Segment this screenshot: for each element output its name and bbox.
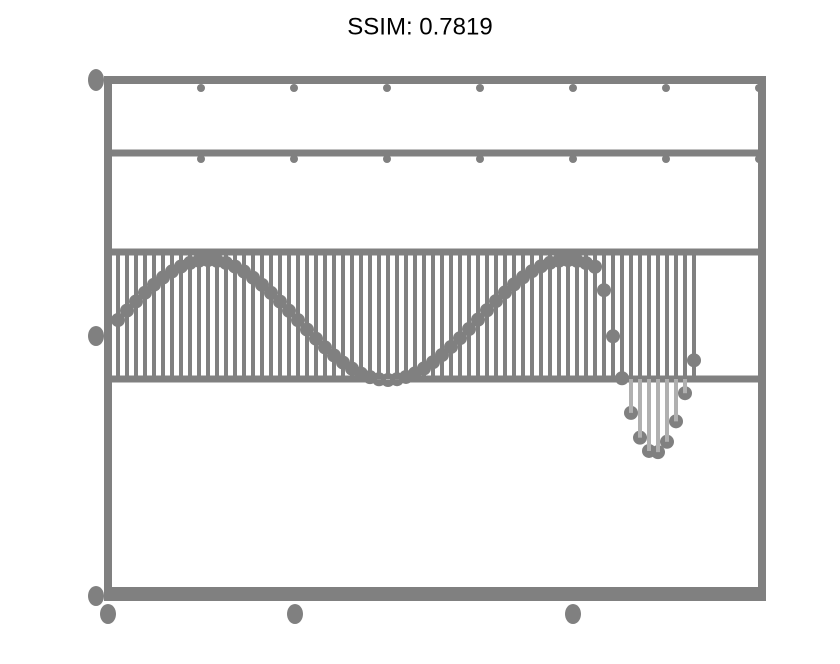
tick: [662, 84, 670, 92]
tick: [662, 155, 670, 163]
blob: [565, 604, 581, 624]
marker: [435, 348, 449, 363]
blob: [287, 604, 303, 624]
tick: [569, 155, 577, 163]
marker: [444, 339, 458, 354]
marker: [291, 313, 305, 328]
tick: [383, 155, 391, 163]
tick: [104, 155, 112, 163]
marker: [282, 303, 296, 318]
marker: [615, 371, 629, 386]
tick: [197, 155, 205, 163]
marker: [120, 303, 134, 318]
blob: [88, 69, 104, 91]
tick: [290, 84, 298, 92]
marker: [606, 329, 620, 344]
marker: [687, 353, 701, 368]
marker: [138, 285, 152, 300]
marker: [480, 303, 494, 318]
tick: [197, 84, 205, 92]
tick: [755, 155, 763, 163]
marker: [588, 259, 602, 274]
marker: [300, 322, 314, 337]
tick: [755, 84, 763, 92]
title: SSIM: 0.7819: [347, 13, 492, 40]
marker: [462, 322, 476, 337]
marker: [453, 331, 467, 346]
marker: [597, 283, 611, 298]
blob: [100, 604, 116, 624]
marker: [273, 294, 287, 309]
marker: [255, 277, 269, 292]
tick: [476, 84, 484, 92]
marker: [498, 285, 512, 300]
marker: [309, 331, 323, 346]
blob: [88, 326, 104, 346]
marker: [264, 285, 278, 300]
tick: [383, 84, 391, 92]
blob: [88, 586, 104, 606]
marker: [489, 294, 503, 309]
marker: [111, 313, 125, 327]
tick: [104, 84, 112, 92]
frame: [104, 76, 766, 601]
tick: [290, 155, 298, 163]
tick: [569, 84, 577, 92]
marker: [318, 340, 332, 355]
marker: [471, 312, 485, 327]
marker: [129, 294, 143, 309]
tick: [476, 155, 484, 163]
